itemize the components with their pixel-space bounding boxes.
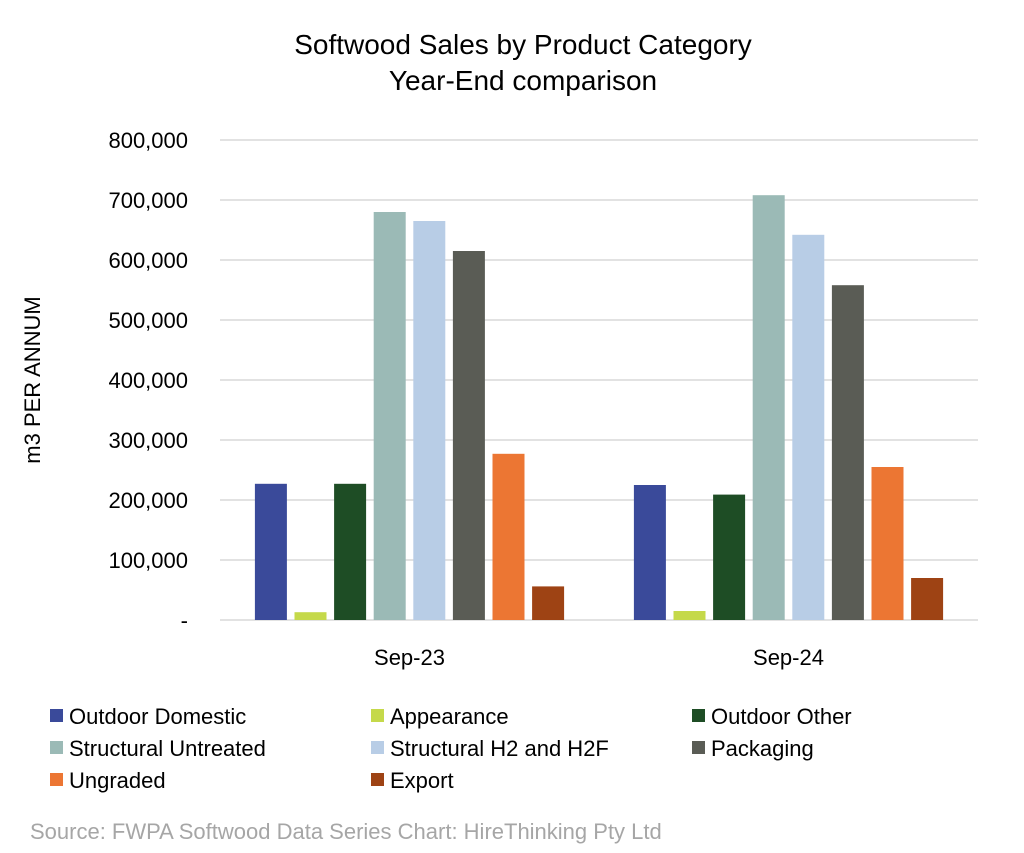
legend-label: Outdoor Domestic bbox=[69, 704, 246, 729]
bar bbox=[254, 483, 287, 620]
legend-label: Structural H2 and H2F bbox=[390, 736, 609, 761]
bar bbox=[911, 578, 944, 620]
bar bbox=[373, 212, 406, 620]
y-axis-label: m3 PER ANNUM bbox=[20, 296, 45, 463]
legend-label: Outdoor Other bbox=[711, 704, 852, 729]
legend-item: Structural H2 and H2F bbox=[371, 736, 609, 761]
legend-label: Packaging bbox=[711, 736, 814, 761]
legend-item: Appearance bbox=[371, 704, 509, 729]
bar bbox=[871, 467, 904, 620]
y-tick-label: 600,000 bbox=[108, 248, 188, 273]
legend: Outdoor Domestic Appearance Outdoor Other S… bbox=[50, 704, 852, 793]
legend-label: Ungraded bbox=[69, 768, 166, 793]
gridlines bbox=[220, 139, 978, 621]
y-tick-label: 300,000 bbox=[108, 428, 188, 453]
y-tick-label: - bbox=[181, 608, 188, 633]
x-axis-categories: Sep-23 Sep-24 bbox=[374, 645, 824, 670]
legend-swatch bbox=[50, 741, 63, 754]
chart-title: Softwood Sales by Product Category bbox=[294, 29, 752, 60]
legend-item: Structural Untreated bbox=[50, 736, 266, 761]
legend-swatch bbox=[371, 741, 384, 754]
legend-item: Export bbox=[371, 768, 454, 793]
legend-label: Structural Untreated bbox=[69, 736, 266, 761]
legend-swatch bbox=[50, 773, 63, 786]
bar bbox=[752, 195, 785, 620]
bar bbox=[334, 483, 367, 620]
bar bbox=[492, 453, 525, 620]
legend-item: Ungraded bbox=[50, 768, 166, 793]
legend-label: Appearance bbox=[390, 704, 509, 729]
bar bbox=[294, 612, 327, 620]
x-category-label: Sep-24 bbox=[753, 645, 824, 670]
bar bbox=[831, 285, 864, 620]
legend-item: Outdoor Other bbox=[692, 704, 852, 729]
legend-item: Outdoor Domestic bbox=[50, 704, 246, 729]
y-tick-label: 800,000 bbox=[108, 128, 188, 153]
bars bbox=[254, 195, 944, 621]
y-tick-label: 500,000 bbox=[108, 308, 188, 333]
legend-swatch bbox=[692, 741, 705, 754]
y-tick-label: 700,000 bbox=[108, 188, 188, 213]
bar bbox=[532, 586, 565, 620]
legend-swatch bbox=[371, 709, 384, 722]
y-tick-label: 100,000 bbox=[108, 548, 188, 573]
legend-swatch bbox=[371, 773, 384, 786]
legend-item: Packaging bbox=[692, 736, 814, 761]
x-category-label: Sep-23 bbox=[374, 645, 445, 670]
legend-swatch bbox=[50, 709, 63, 722]
y-tick-label: 400,000 bbox=[108, 368, 188, 393]
bar bbox=[792, 234, 825, 621]
bar bbox=[713, 494, 746, 620]
legend-swatch bbox=[692, 709, 705, 722]
bar bbox=[452, 251, 485, 620]
y-axis-ticks: - 100,000 200,000 300,000 400,000 500,000 600,… bbox=[108, 128, 188, 633]
source-note: Source: FWPA Softwood Data Series Chart:… bbox=[30, 819, 662, 844]
chart-subtitle: Year-End comparison bbox=[389, 65, 657, 96]
y-tick-label: 200,000 bbox=[108, 488, 188, 513]
legend-label: Export bbox=[390, 768, 454, 793]
bar bbox=[633, 485, 666, 620]
bar bbox=[413, 221, 446, 620]
bar bbox=[673, 611, 706, 620]
